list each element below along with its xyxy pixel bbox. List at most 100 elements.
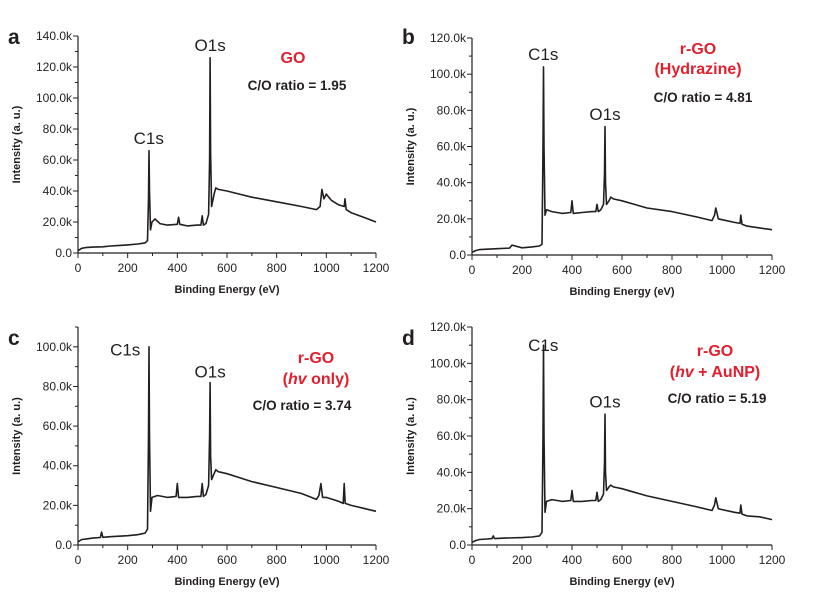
y-tick-label: 100.0k bbox=[430, 356, 467, 370]
y-tick-label: 20.0k bbox=[437, 212, 467, 226]
sample-label-part: r-GO bbox=[298, 350, 334, 367]
sample-label: r-GO bbox=[680, 41, 716, 58]
y-tick-label: 0.0 bbox=[55, 246, 72, 260]
x-tick-label: 1200 bbox=[759, 553, 786, 567]
peak-label-o1s: O1s bbox=[589, 105, 620, 124]
y-tick-label: 120.0k bbox=[430, 31, 467, 45]
y-tick-label: 80.0k bbox=[437, 103, 467, 117]
x-tick-label: 1000 bbox=[313, 553, 340, 567]
y-tick-label: 120.0k bbox=[36, 60, 73, 74]
spectrum-line bbox=[77, 345, 377, 543]
co-ratio-label: C/O ratio = 5.19 bbox=[668, 391, 767, 406]
x-tick-label: 1200 bbox=[363, 553, 390, 567]
y-tick-label: 0.0 bbox=[55, 538, 72, 552]
x-tick-label: 600 bbox=[612, 263, 632, 277]
x-tick-label: 600 bbox=[217, 261, 237, 275]
panel-letter: d bbox=[402, 327, 415, 350]
x-tick-label: 400 bbox=[562, 263, 582, 277]
sample-label-part: r-GO bbox=[697, 343, 733, 360]
sample-label-part: hv bbox=[675, 364, 695, 381]
y-tick-label: 80.0k bbox=[43, 379, 73, 393]
x-axis-title: Binding Energy (eV) bbox=[174, 576, 279, 588]
y-tick-label: 20.0k bbox=[43, 215, 73, 229]
sample-label: GO bbox=[281, 50, 306, 67]
x-tick-label: 200 bbox=[118, 553, 138, 567]
y-tick-label: 60.0k bbox=[437, 140, 467, 154]
y-axis-title: Intensity (a. u.) bbox=[405, 107, 417, 185]
spectrum-line bbox=[471, 66, 773, 254]
y-tick-label: 60.0k bbox=[437, 429, 467, 443]
y-tick-label: 20.0k bbox=[43, 498, 73, 512]
x-tick-label: 800 bbox=[267, 553, 287, 567]
sample-label-part: only) bbox=[307, 371, 350, 388]
x-tick-label: 1200 bbox=[363, 261, 390, 275]
sample-label-part: + AuNP) bbox=[694, 364, 761, 381]
x-tick-label: 200 bbox=[512, 263, 532, 277]
panel-letter: b bbox=[402, 26, 415, 49]
y-tick-label: 100.0k bbox=[430, 67, 467, 81]
x-tick-label: 0 bbox=[469, 263, 476, 277]
sample-label-part: hv bbox=[288, 371, 308, 388]
sample-label: r-GO bbox=[697, 343, 733, 360]
panel-a: 0 200 400 600 800 1000 1200 0.0 20.0k 40.0k 60.0k 8… bbox=[8, 26, 390, 296]
x-tick-label: 1000 bbox=[709, 263, 736, 277]
sample-label-part: ( bbox=[670, 364, 676, 381]
x-tick-label: 600 bbox=[217, 553, 237, 567]
sample-label-part: GO bbox=[281, 50, 306, 67]
peak-label-c1s: C1s bbox=[528, 45, 558, 64]
panel-letter: a bbox=[8, 26, 20, 49]
co-ratio-label: C/O ratio = 3.74 bbox=[253, 398, 352, 413]
y-tick-label: 0.0 bbox=[449, 538, 466, 552]
x-tick-label: 600 bbox=[612, 553, 632, 567]
x-tick-label: 1200 bbox=[759, 263, 786, 277]
x-tick-label: 0 bbox=[75, 261, 82, 275]
peak-label-c1s: C1s bbox=[134, 129, 164, 148]
spectrum-line bbox=[471, 344, 773, 544]
sample-label: (Hydrazine) bbox=[654, 61, 741, 78]
y-tick-label: 40.0k bbox=[43, 459, 73, 473]
y-tick-label: 100.0k bbox=[36, 91, 73, 105]
panel-letter: c bbox=[8, 327, 20, 350]
y-tick-label: 80.0k bbox=[437, 393, 467, 407]
y-tick-label: 0.0 bbox=[449, 248, 466, 262]
y-tick-label: 120.0k bbox=[430, 320, 467, 334]
panel-d: 0 200 400 600 800 1000 1200 0.0 20.0k 40.0k 60.0k 8… bbox=[402, 320, 786, 588]
peak-label-o1s: O1s bbox=[195, 362, 226, 381]
y-tick-label: 40.0k bbox=[437, 465, 467, 479]
y-axis-title: Intensity (a. u.) bbox=[405, 397, 417, 475]
x-tick-label: 200 bbox=[512, 553, 532, 567]
x-tick-label: 400 bbox=[562, 553, 582, 567]
x-tick-label: 1000 bbox=[709, 553, 736, 567]
spectrum-line bbox=[77, 56, 377, 252]
peak-label-o1s: O1s bbox=[589, 392, 620, 411]
x-tick-label: 400 bbox=[167, 553, 187, 567]
sample-label: (hv only) bbox=[283, 371, 350, 388]
sample-label: r-GO bbox=[298, 350, 334, 367]
y-axis-title: Intensity (a. u.) bbox=[11, 105, 23, 183]
sample-label: (hv + AuNP) bbox=[670, 364, 761, 381]
y-tick-label: 20.0k bbox=[437, 502, 467, 516]
peak-label-c1s: C1s bbox=[110, 341, 140, 360]
sample-label-part: (Hydrazine) bbox=[654, 61, 741, 78]
co-ratio-label: C/O ratio = 4.81 bbox=[654, 90, 753, 105]
x-tick-label: 1000 bbox=[313, 261, 340, 275]
y-tick-label: 60.0k bbox=[43, 419, 73, 433]
y-tick-label: 60.0k bbox=[43, 153, 73, 167]
x-tick-label: 400 bbox=[167, 261, 187, 275]
co-ratio-label: C/O ratio = 1.95 bbox=[248, 78, 347, 93]
panel-b: 0 200 400 600 800 1000 1200 0.0 20.0k 40.0k 60.0k 8… bbox=[402, 26, 786, 298]
peak-label-c1s: C1s bbox=[528, 336, 558, 355]
y-tick-label: 40.0k bbox=[43, 184, 73, 198]
y-tick-label: 40.0k bbox=[437, 176, 467, 190]
y-axis-title: Intensity (a. u.) bbox=[11, 397, 23, 475]
peak-label-o1s: O1s bbox=[195, 36, 226, 55]
x-tick-label: 800 bbox=[267, 261, 287, 275]
x-tick-label: 0 bbox=[75, 553, 82, 567]
sample-label-part: r-GO bbox=[680, 41, 716, 58]
x-tick-label: 0 bbox=[469, 553, 476, 567]
panel-c: 0 200 400 600 800 1000 1200 0.0 20.0k 40.0k 60.0k 8… bbox=[8, 326, 390, 588]
y-tick-label: 100.0k bbox=[36, 340, 73, 354]
x-tick-label: 800 bbox=[662, 263, 682, 277]
x-axis-title: Binding Energy (eV) bbox=[569, 286, 674, 298]
